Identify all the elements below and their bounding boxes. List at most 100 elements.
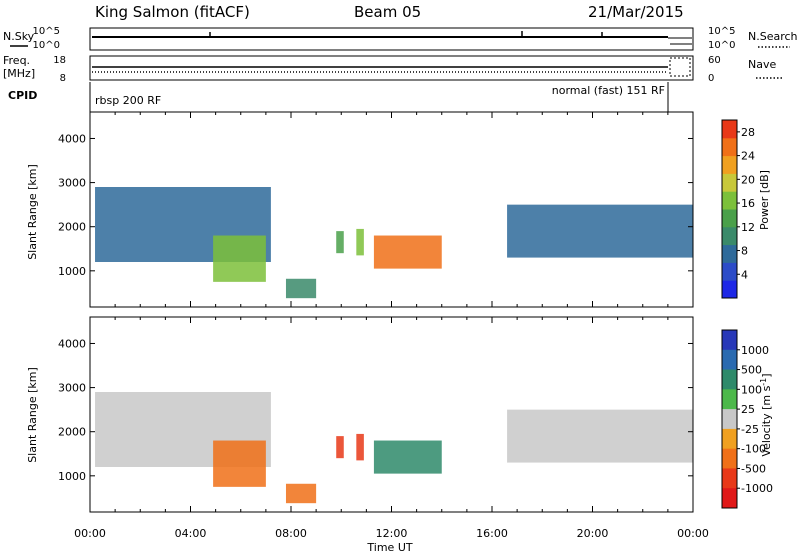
power-colorbar-tick-label: 28 <box>741 126 755 139</box>
power-colorbar-frame <box>721 119 738 299</box>
velocity-colorbar-tick-label: 100 <box>741 383 762 396</box>
power-y-axis: 1000 2000 3000 4000 <box>58 132 693 278</box>
power-colorbar-swatch <box>722 262 737 281</box>
velocity-colorbar-tick-label: -1000 <box>741 482 773 495</box>
freq-unit-label: [MHz] <box>3 67 35 80</box>
velocity-ytick-label: 2000 <box>58 426 86 439</box>
velocity-echo-region <box>285 483 317 504</box>
velocity-colorbar-tick-label: -25 <box>741 423 759 436</box>
velocity-echo-region <box>213 440 266 487</box>
freq-mode-box <box>669 57 691 77</box>
power-colorbar-swatch <box>722 244 737 263</box>
velocity-colorbar-swatch <box>722 409 737 430</box>
power-ytick-label: 3000 <box>58 177 86 190</box>
velocity-ytick-label: 1000 <box>58 470 86 483</box>
power-echo-region <box>507 204 693 258</box>
velocity-echo-region <box>336 436 344 459</box>
power-colorbar-swatch <box>722 173 737 192</box>
time-tick-label: 04:00 <box>175 527 207 540</box>
velocity-colorbar-swatch <box>722 448 737 469</box>
power-colorbar-tick-label: 4 <box>741 268 748 281</box>
noise-panel-frame <box>89 27 694 51</box>
time-tick-label: 08:00 <box>275 527 307 540</box>
power-echo-region <box>356 228 364 256</box>
power-colorbar-tick-label: 16 <box>741 197 755 210</box>
power-panel: 1000 2000 3000 4000 Slant Range [km] 4 8 12 16… <box>26 111 771 308</box>
power-echo-region <box>336 231 344 254</box>
time-tick-label: 00:00 <box>74 527 106 540</box>
velocity-y-axis: 1000 2000 3000 4000 <box>58 337 693 483</box>
time-tick-label: 20:00 <box>577 527 609 540</box>
velocity-colorbar-swatch <box>722 369 737 390</box>
noise-tick-left-bottom: 10^0 <box>33 40 60 51</box>
power-echo-marks <box>95 187 693 299</box>
power-colorbar-swatch <box>722 209 737 228</box>
velocity-ytick-label: 4000 <box>58 337 86 350</box>
freq-label: Freq. <box>3 54 30 67</box>
nave-tick-top: 60 <box>708 55 721 66</box>
freq-tick-bottom: 8 <box>60 73 66 84</box>
power-echo-region <box>213 235 266 282</box>
time-axis-label: Time UT <box>366 541 412 554</box>
power-ytick-label: 1000 <box>58 265 86 278</box>
nave-label: Nave <box>748 58 776 71</box>
velocity-ylabel: Slant Range [km] <box>26 367 39 463</box>
noise-tick-right-bottom: 10^0 <box>708 40 735 51</box>
power-ytick-label: 2000 <box>58 221 86 234</box>
power-ylabel: Slant Range [km] <box>26 164 39 260</box>
power-colorbar-tick-label: 24 <box>741 150 755 163</box>
power-colorbar-swatch <box>722 155 737 174</box>
time-axis: 00:00 04:00 08:00 12:00 16:00 20:00 00:00 <box>74 112 709 540</box>
time-tick-label: 12:00 <box>376 527 408 540</box>
velocity-colorbar-swatch <box>722 488 737 509</box>
velocity-colorbar-swatch <box>722 389 737 410</box>
velocity-echo-region <box>356 433 364 461</box>
power-colorbar-tick-label: 8 <box>741 245 748 258</box>
cpid-left-mode: rbsp 200 RF <box>95 94 161 107</box>
time-tick-label: 16:00 <box>476 527 508 540</box>
power-colorbar-swatch <box>722 280 737 299</box>
power-echo-region <box>373 235 442 269</box>
velocity-echo-region <box>373 440 442 474</box>
power-colorbar-swatch <box>722 137 737 157</box>
noise-panel: 10^5 10^0 10^5 10^0 N.Sky N.Search <box>3 26 798 51</box>
noise-tick-right-top: 10^5 <box>708 26 735 37</box>
noise-tick-left-top: 10^5 <box>33 26 60 37</box>
freq-panel-frame <box>89 55 694 81</box>
power-colorbar-swatch <box>722 226 737 246</box>
velocity-colorbar-swatch <box>722 330 737 351</box>
power-colorbar-swatch <box>722 191 737 210</box>
velocity-colorbar-tick-label: 1000 <box>741 344 769 357</box>
power-echo-region <box>285 278 317 299</box>
cpid-label: CPID <box>8 89 37 102</box>
velocity-echo-marks <box>95 392 693 504</box>
cpid-right-mode: normal (fast) 151 RF <box>552 84 665 97</box>
date-title: 21/Mar/2015 <box>588 3 684 21</box>
velocity-panel: 1000 2000 3000 4000 Slant Range [km] 1000 50… <box>26 316 773 513</box>
nsearch-label: N.Search <box>748 30 798 43</box>
cpid-panel: CPID rbsp 200 RF normal (fast) 151 RF <box>8 82 669 112</box>
nsky-label: N.Sky <box>3 30 35 43</box>
velocity-colorbar-swatch <box>722 468 737 489</box>
velocity-ytick-label: 3000 <box>58 382 86 395</box>
velocity-colorbar-tick-label: 500 <box>741 364 762 377</box>
power-colorbar-swatch <box>722 120 737 139</box>
velocity-colorbar-tick-label: -100 <box>741 443 766 456</box>
velocity-echo-region <box>507 409 693 463</box>
velocity-colorbar: 1000 500 100 25 -25 -100 -500 -1000 <box>721 329 773 509</box>
velocity-colorbar-swatch <box>722 428 737 450</box>
station-title: King Salmon (fitACF) <box>95 3 250 21</box>
velocity-colorbar-swatch <box>722 349 737 371</box>
power-ytick-label: 4000 <box>58 132 86 145</box>
time-tick-label: 00:00 <box>677 527 709 540</box>
power-colorbar-tick-label: 12 <box>741 221 755 234</box>
freq-tick-top: 18 <box>53 55 66 66</box>
power-colorbar: 4 8 12 16 20 24 28 <box>721 119 755 299</box>
power-colorbar-label: Power [dB] <box>758 170 771 230</box>
power-colorbar-tick-label: 20 <box>741 173 755 186</box>
velocity-colorbar-tick-label: -500 <box>741 462 766 475</box>
beam-title: Beam 05 <box>354 3 421 21</box>
velocity-colorbar-frame <box>721 329 738 509</box>
velocity-colorbar-label: Velocity [m s-1] <box>759 373 773 456</box>
